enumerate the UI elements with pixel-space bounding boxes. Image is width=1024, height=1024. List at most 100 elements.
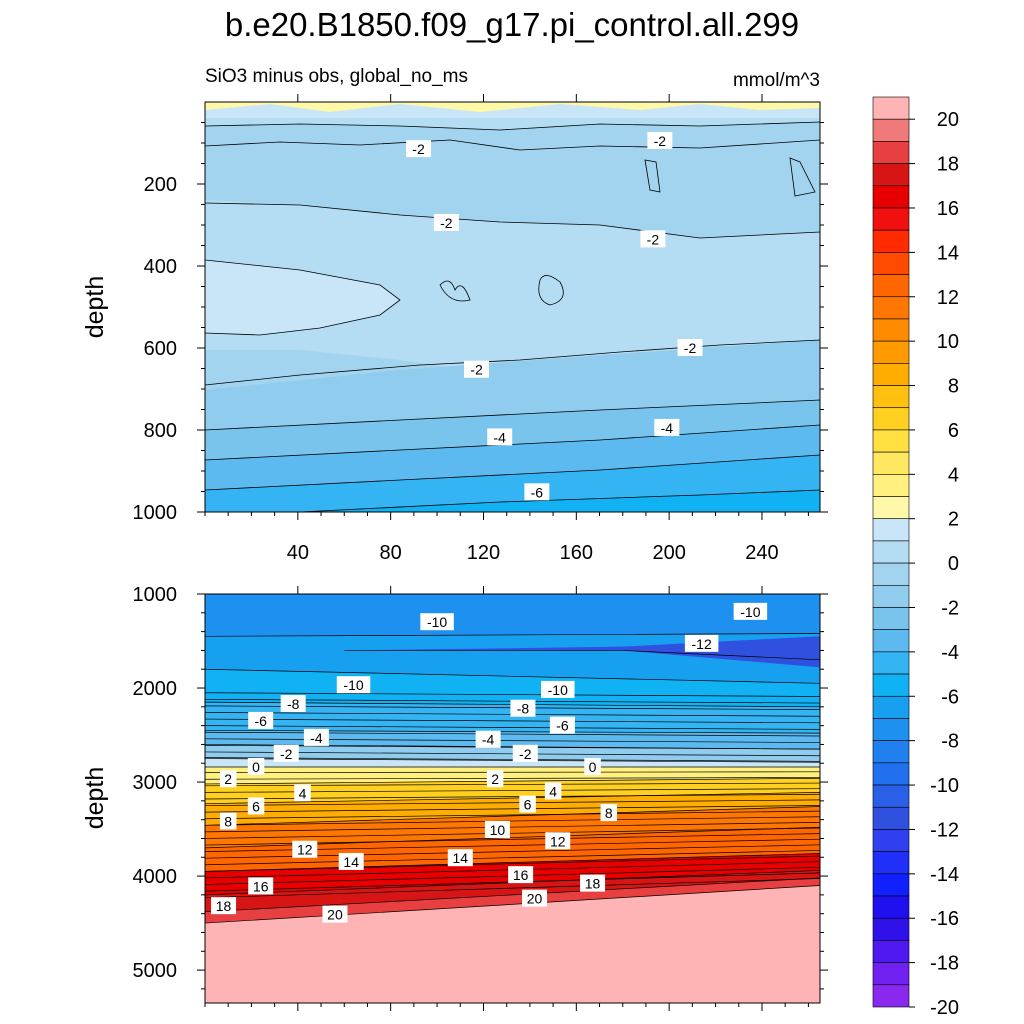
colorbar-swatch bbox=[872, 185, 910, 209]
contour-line bbox=[205, 792, 820, 805]
upper-contour-plot: -2 -2 -2 -2 -2 -2 -4 -4 -6 bbox=[205, 102, 820, 512]
contour-label-box bbox=[510, 699, 536, 717]
contour-label-text: 8 bbox=[605, 805, 613, 821]
contour-label-text: 16 bbox=[253, 878, 269, 894]
contour-label-box bbox=[684, 634, 719, 652]
contour-label-box bbox=[677, 339, 703, 356]
contour-line-fine bbox=[205, 805, 820, 813]
contour-label-box bbox=[541, 680, 575, 698]
contour-label-text: 18 bbox=[216, 898, 232, 914]
contour-label-text: -8 bbox=[287, 696, 300, 712]
contour-label: -4 bbox=[487, 428, 513, 446]
x-tick-label: 200 bbox=[652, 542, 685, 564]
colorbar-swatch bbox=[872, 318, 910, 342]
contour-label-box bbox=[294, 784, 311, 802]
colorbar-tick-label: 18 bbox=[937, 154, 959, 176]
contour-line bbox=[205, 121, 820, 131]
contour-label: -2 bbox=[406, 140, 432, 158]
contour-label: 20 bbox=[522, 889, 548, 907]
contour-line-fine bbox=[205, 758, 820, 763]
contour-label-box bbox=[420, 613, 454, 631]
colorbar-tick-label: -2 bbox=[941, 597, 959, 619]
contour-label-box bbox=[475, 730, 501, 748]
contour-label-text: 4 bbox=[549, 783, 557, 799]
contour-label-box bbox=[545, 832, 571, 850]
contour-line bbox=[205, 885, 820, 924]
contour-label-text: 12 bbox=[550, 833, 566, 849]
x-tick-label: 80 bbox=[380, 542, 402, 564]
colorbar-tick-label: 14 bbox=[937, 242, 959, 264]
contour-label-text: 8 bbox=[224, 814, 232, 830]
panel-subtitle-left: SiO3 minus obs, global_no_ms bbox=[205, 66, 468, 87]
contour-line-fine bbox=[205, 751, 820, 757]
contour-label: -8 bbox=[280, 695, 306, 713]
contour-label-box bbox=[600, 804, 618, 822]
colorbar-swatch bbox=[872, 940, 910, 963]
lower-contour-labels: -10 -10 -12 -10 -10 -8 -8 -6 -6 -4 -4 -2 -2 0 0 2 2 4 4 6 6 8… bbox=[211, 602, 768, 923]
contour-line-fine bbox=[205, 816, 820, 826]
contour-label-text: -4 bbox=[494, 429, 507, 445]
contour-label-text: -2 bbox=[647, 231, 660, 247]
y-tick-label: 5000 bbox=[133, 960, 178, 982]
upper-contour-lines bbox=[205, 121, 820, 512]
colorbar-tick-label: -16 bbox=[930, 908, 959, 930]
figure-title: b.e20.B1850.f09_g17.pi_control.all.299 bbox=[225, 6, 799, 43]
colorbar-swatch bbox=[872, 451, 910, 475]
contour-label-text: 2 bbox=[224, 771, 232, 787]
contour-label-text: 10 bbox=[490, 822, 506, 838]
contour-line bbox=[205, 853, 820, 872]
colorbar: 20181614121086420-2-4-6-8-10-12-14-16-18… bbox=[872, 96, 959, 1019]
x-tick-label: 40 bbox=[287, 542, 309, 564]
colorbar-tick-label: 0 bbox=[948, 553, 959, 575]
contour-label: -4 bbox=[303, 728, 329, 746]
contour-line-fine bbox=[205, 827, 820, 839]
contour-line bbox=[205, 399, 820, 431]
contour-label-box bbox=[647, 131, 673, 149]
contour-label-text: -2 bbox=[470, 362, 483, 378]
contour-label: 18 bbox=[211, 897, 237, 915]
upper-fill-neg1 bbox=[205, 118, 820, 130]
contour-label-text: -2 bbox=[654, 133, 667, 149]
contour-label-box bbox=[486, 770, 504, 788]
contour-line bbox=[205, 757, 820, 762]
colorbar-swatch bbox=[872, 163, 910, 187]
contour-label-box bbox=[464, 360, 490, 378]
y-tick-label: 2000 bbox=[133, 678, 178, 700]
contour-label-box bbox=[219, 812, 237, 830]
contour-label-box bbox=[280, 695, 306, 713]
colorbar-tick-label: -6 bbox=[941, 686, 959, 708]
colorbar-tick-label: 10 bbox=[937, 331, 959, 353]
colorbar-swatch bbox=[872, 962, 910, 986]
colorbar-tick-label: 4 bbox=[948, 464, 959, 486]
contour-label: -2 bbox=[640, 230, 666, 248]
contour-label-text: -6 bbox=[531, 484, 544, 500]
contour-label-text: 16 bbox=[513, 867, 529, 883]
contour-label: 12 bbox=[545, 832, 571, 850]
contour-label-text: 4 bbox=[299, 785, 307, 801]
contour-line bbox=[205, 339, 820, 386]
colorbar-swatch bbox=[872, 895, 910, 919]
contour-label-box bbox=[512, 744, 538, 762]
contour-label: -2 bbox=[512, 744, 538, 762]
contour-label-box bbox=[508, 866, 534, 884]
colorbar-swatch bbox=[872, 873, 910, 897]
contour-label-box bbox=[484, 820, 510, 838]
contour-label-box bbox=[447, 849, 473, 867]
colorbar-tick-label: -4 bbox=[941, 642, 959, 664]
contour-label: -2 bbox=[273, 744, 299, 762]
contour-label: 2 bbox=[219, 770, 237, 788]
x-tick-label: 120 bbox=[467, 542, 500, 564]
colorbar-swatch bbox=[872, 562, 910, 586]
contour-label: -6 bbox=[549, 716, 575, 734]
colorbar-swatch bbox=[872, 340, 910, 364]
contour-line bbox=[205, 454, 820, 491]
contour-label-text: 0 bbox=[589, 759, 597, 775]
contour-label: 16 bbox=[508, 866, 534, 884]
y-tick-label: 3000 bbox=[133, 772, 178, 794]
colorbar-swatch bbox=[872, 118, 910, 142]
contour-island bbox=[789, 157, 816, 197]
colorbar-tick-label: -10 bbox=[930, 775, 959, 797]
contour-label: 0 bbox=[247, 758, 265, 776]
colorbar-swatch bbox=[872, 695, 910, 719]
